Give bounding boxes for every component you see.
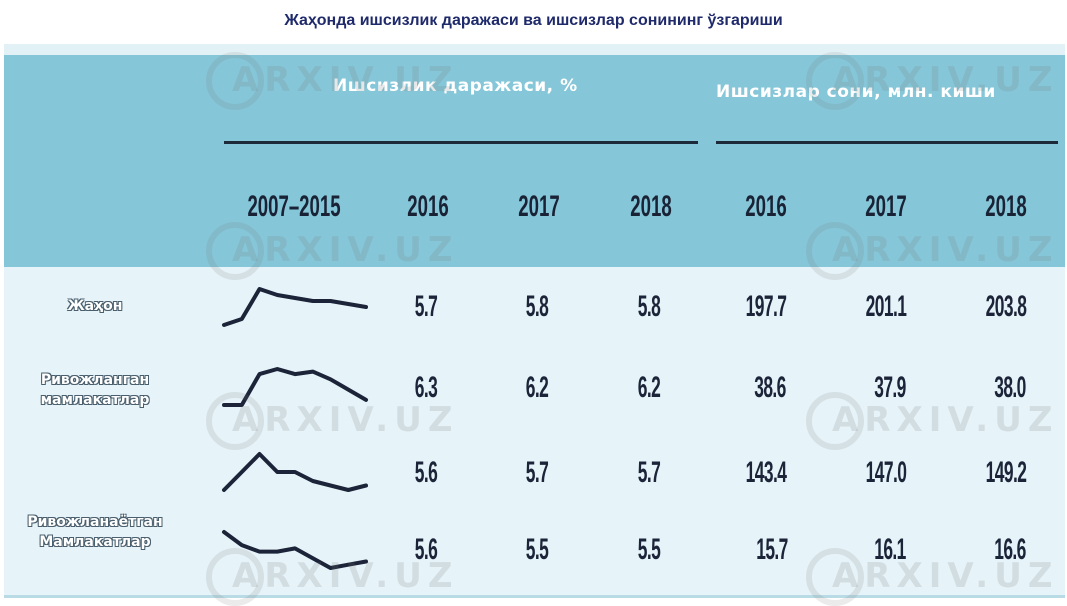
watermark-ring <box>806 392 864 450</box>
watermark-text: ARXIV.UZ <box>232 400 459 440</box>
sparkline-row-3 <box>222 530 368 570</box>
sparkline-row-0 <box>222 287 368 327</box>
table-header-band <box>4 55 1065 267</box>
watermark-text: ARXIV.UZ <box>232 230 459 270</box>
cell-r0-rate-2017: 5.8 <box>525 290 549 323</box>
cell-r0-count-2016: 197.7 <box>745 290 787 323</box>
watermark-ring <box>806 222 864 280</box>
chart-title: Жаҳонда ишсизлик даражаси ва ишсизлар со… <box>284 12 783 29</box>
watermark-ring <box>206 52 264 110</box>
watermark-text: ARXIV.UZ <box>832 60 1059 100</box>
cell-r3-count-2016: 15.7 <box>756 533 788 566</box>
cell-r2-rate-2018: 5.7 <box>637 456 661 489</box>
cell-r1-rate-2016: 6.3 <box>414 371 438 404</box>
column-header-2007-2015: 2007–2015 <box>247 190 341 223</box>
cell-r1-count-2016: 38.6 <box>754 371 786 404</box>
cell-r3-rate-2016: 5.6 <box>414 533 438 566</box>
cell-r0-count-2018: 203.8 <box>985 290 1027 323</box>
cell-r3-rate-2017: 5.5 <box>525 533 549 566</box>
sparkline-trend-line <box>222 287 368 327</box>
row-label-world: Жаҳон <box>67 298 123 314</box>
cell-r1-rate-2017: 6.2 <box>525 371 549 404</box>
column-header-rate-2018: 2018 <box>630 190 672 223</box>
cell-r3-count-2017: 16.1 <box>874 533 906 566</box>
column-header-rate-2016: 2016 <box>407 190 449 223</box>
watermark-text: ARXIV.UZ <box>832 400 1059 440</box>
cell-r1-count-2018: 38.0 <box>994 371 1026 404</box>
watermark-ring <box>206 392 264 450</box>
table-body-band <box>4 267 1065 595</box>
cell-r1-count-2017: 37.9 <box>874 371 906 404</box>
column-header-count-2016: 2016 <box>745 190 787 223</box>
cell-r1-rate-2018: 6.2 <box>637 371 661 404</box>
row-label-developed: Ривожланган мамлакатлар <box>40 372 150 408</box>
column-header-count-2018: 2018 <box>985 190 1027 223</box>
watermark-text: ARXIV.UZ <box>832 556 1059 596</box>
watermark-ring <box>806 52 864 110</box>
cell-r3-count-2018: 16.6 <box>994 533 1026 566</box>
column-header-rate-2017: 2017 <box>518 190 560 223</box>
sparkline-trend-line <box>222 530 368 570</box>
cell-r2-count-2017: 147.0 <box>865 456 907 489</box>
group-title-rate: Ишсизлик даражаси, % <box>333 76 578 96</box>
row-label-developing: Ривожланаётган Мамлакатлар <box>27 514 163 550</box>
sparkline-trend-line <box>222 452 368 492</box>
cell-r0-rate-2016: 5.7 <box>414 290 438 323</box>
group-rule-rate <box>224 141 698 144</box>
watermark-text: ARXIV.UZ <box>832 230 1059 270</box>
column-header-count-2017: 2017 <box>865 190 907 223</box>
group-rule-count <box>716 141 1058 144</box>
header-top-strip <box>4 44 1065 55</box>
cell-r2-rate-2016: 5.6 <box>414 456 438 489</box>
cell-r2-count-2016: 143.4 <box>745 456 787 489</box>
sparkline-row-2 <box>222 452 368 492</box>
cell-r2-rate-2017: 5.7 <box>525 456 549 489</box>
watermark-ring <box>206 222 264 280</box>
watermark-text: ARXIV.UZ <box>232 556 459 596</box>
cell-r3-rate-2018: 5.5 <box>637 533 661 566</box>
cell-r0-count-2017: 201.1 <box>865 290 907 323</box>
cell-r0-rate-2018: 5.8 <box>637 290 661 323</box>
watermark-text: ARXIV.UZ <box>232 60 459 100</box>
table-bottom-line <box>4 595 1065 598</box>
cell-r2-count-2018: 149.2 <box>985 456 1027 489</box>
